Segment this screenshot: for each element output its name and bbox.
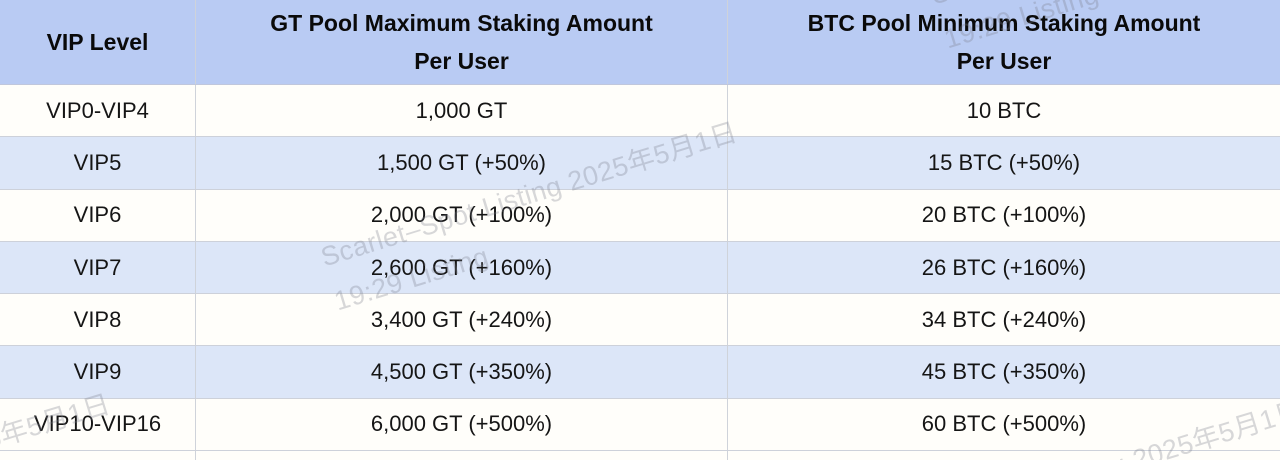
table-row: VIP6 2,000 GT (+100%) 20 BTC (+100%) [0, 189, 1280, 242]
btc-amount-cell: 10 BTC [966, 97, 1042, 123]
btc-amount-cell: 34 BTC (+240%) [921, 306, 1087, 332]
vip-level-cell: VIP5 [0, 137, 196, 189]
gt-amount-cell: 2,000 GT (+100%) [196, 189, 728, 241]
gt-amount-cell: 1,500 GT (+50%) [196, 137, 728, 189]
btc-amount-cell [728, 451, 1280, 460]
table-row: VIP9 4,500 GT (+350%) 45 BTC (+350%) [0, 346, 1280, 399]
column-header-label: VIP Level [46, 29, 149, 55]
vip-level-cell: VIP9 [0, 346, 196, 398]
btc-amount-cell: 15 BTC (+50%) [927, 149, 1081, 175]
table-row: VIP0-VIP4 1,000 GT 10 BTC [0, 85, 1280, 138]
table-header-row: VIP Level GT Pool Maximum Staking Amount… [0, 0, 1280, 85]
column-header-label-line1: GT Pool Maximum Staking Amount [270, 10, 653, 36]
column-header-btc-pool: BTC Pool Minimum Staking Amount Per User [728, 0, 1280, 84]
column-header-label-line2: Per User [414, 48, 509, 74]
gt-amount-cell: 6,000 GT (+500%) [196, 398, 728, 451]
table-row-partial [0, 451, 1280, 460]
column-header-gt-pool: GT Pool Maximum Staking Amount Per User [196, 0, 728, 84]
column-header-label-line2: Per User [956, 48, 1052, 74]
vip-level-cell: VIP10-VIP16 [0, 398, 196, 451]
gt-amount-cell: 2,600 GT (+160%) [196, 241, 728, 294]
gt-amount-cell: 3,400 GT (+240%) [196, 294, 728, 346]
vip-level-cell [0, 451, 196, 460]
gt-amount-cell [196, 451, 728, 460]
btc-amount-cell: 20 BTC (+100%) [921, 202, 1087, 228]
column-header-vip-level: VIP Level [0, 0, 196, 84]
column-header-label-line1: BTC Pool Minimum Staking Amount [807, 10, 1201, 36]
gt-amount-cell: 4,500 GT (+350%) [196, 346, 728, 398]
btc-amount-cell: 45 BTC (+350%) [921, 359, 1087, 385]
vip-level-cell: VIP7 [0, 241, 196, 294]
vip-level-cell: VIP0-VIP4 [0, 85, 196, 137]
btc-amount-cell: 60 BTC (+500%) [921, 411, 1087, 437]
vip-level-cell: VIP6 [0, 189, 196, 241]
table-row: VIP7 2,600 GT (+160%) 26 BTC (+160%) [0, 241, 1280, 295]
vip-level-cell: VIP8 [0, 294, 196, 346]
btc-amount-cell: 26 BTC (+160%) [921, 254, 1087, 280]
gt-amount-cell: 1,000 GT [196, 85, 728, 137]
table-row: VIP10-VIP16 6,000 GT (+500%) 60 BTC (+50… [0, 398, 1280, 452]
table-row: VIP5 1,500 GT (+50%) 15 BTC (+50%) [0, 137, 1280, 190]
table-row: VIP8 3,400 GT (+240%) 34 BTC (+240%) [0, 294, 1280, 347]
